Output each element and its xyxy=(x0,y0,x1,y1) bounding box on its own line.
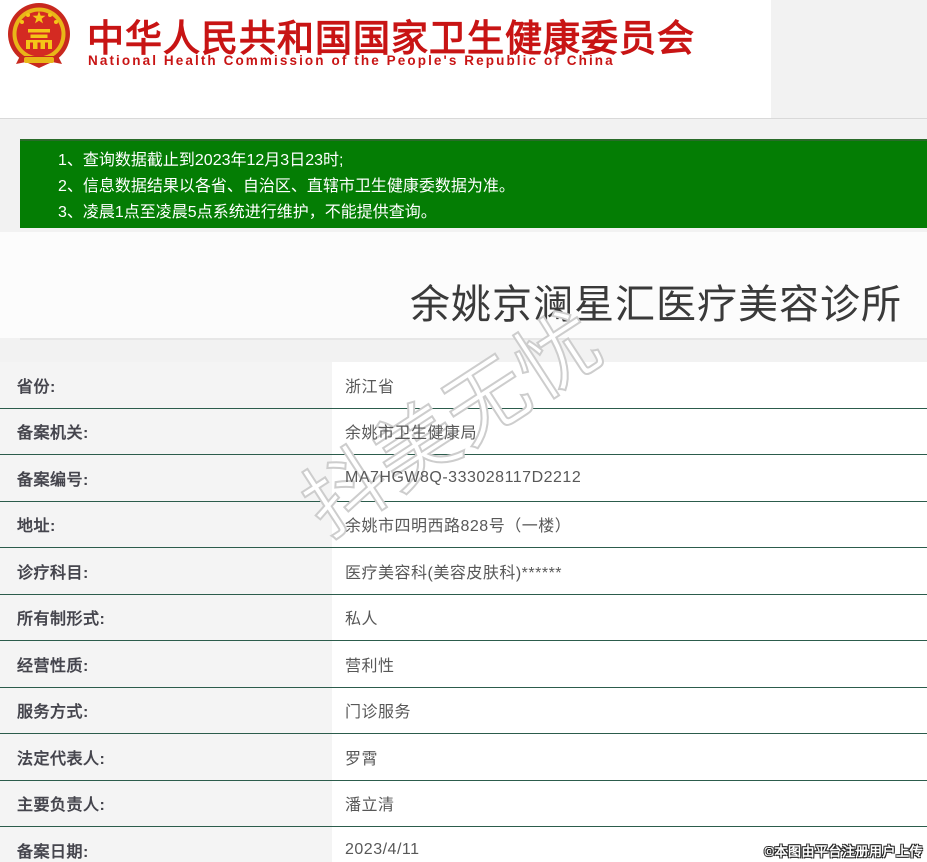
field-value: 营利性 xyxy=(332,641,927,687)
header: 中华人民共和国国家卫生健康委员会 National Health Commiss… xyxy=(0,0,771,118)
table-row: 法定代表人: 罗霄 xyxy=(0,734,927,781)
table-row: 所有制形式: 私人 xyxy=(0,594,927,641)
field-value: 余姚市卫生健康局 xyxy=(332,408,927,454)
notice-line: 3、凌晨1点至凌晨5点系统进行维护，不能提供查询。 xyxy=(58,204,437,221)
notice-line: 2、信息数据结果以各省、自治区、直辖市卫生健康委数据为准。 xyxy=(58,178,515,195)
footer-watermark: ©本图由平台注册用户上传 xyxy=(764,844,923,859)
records-table: 省份: 浙江省 备案机关: 余姚市卫生健康局 备案编号: MA7HGW8Q-33… xyxy=(0,362,927,862)
field-label: 地址: xyxy=(0,501,332,547)
field-label: 诊疗科目: xyxy=(0,548,332,594)
field-value: 潘立清 xyxy=(332,780,927,826)
title-section: 余姚京澜星汇医疗美容诊所 xyxy=(0,232,927,338)
field-value: 2023/4/11 xyxy=(332,827,927,862)
table-row: 地址: 余姚市四明西路828号（一楼） xyxy=(0,501,927,548)
field-label: 经营性质: xyxy=(0,641,332,687)
field-value: 医疗美容科(美容皮肤科)****** xyxy=(332,548,927,594)
table-row: 备案日期: 2023/4/11 xyxy=(0,827,927,862)
field-label: 法定代表人: xyxy=(0,734,332,780)
notice-box: 1、查询数据截止到2023年12月3日23时; 2、信息数据结果以各省、自治区、… xyxy=(20,139,927,228)
field-label: 省份: xyxy=(0,362,332,408)
field-label: 服务方式: xyxy=(0,687,332,733)
field-label: 所有制形式: xyxy=(0,594,332,640)
header-title-en: National Health Commission of the People… xyxy=(88,53,615,68)
table-row: 经营性质: 营利性 xyxy=(0,641,927,688)
header-title-cn: 中华人民共和国国家卫生健康委员会 xyxy=(87,18,695,59)
china-national-emblem-icon xyxy=(6,0,72,77)
field-value: MA7HGW8Q-333028117D2212 xyxy=(332,455,927,501)
title-underline xyxy=(20,338,927,340)
field-value: 余姚市四明西路828号（一楼） xyxy=(332,501,927,547)
field-value: 私人 xyxy=(332,594,927,640)
field-label: 备案编号: xyxy=(0,455,332,501)
field-label: 备案日期: xyxy=(0,827,332,862)
field-value: 门诊服务 xyxy=(332,687,927,733)
field-label: 备案机关: xyxy=(0,408,332,454)
field-label: 主要负责人: xyxy=(0,780,332,826)
table-row: 省份: 浙江省 xyxy=(0,362,927,409)
table-row: 诊疗科目: 医疗美容科(美容皮肤科)****** xyxy=(0,548,927,595)
header-divider xyxy=(0,118,927,119)
table-row: 主要负责人: 潘立清 xyxy=(0,780,927,827)
notice-line: 1、查询数据截止到2023年12月3日23时; xyxy=(58,152,344,169)
table-row: 备案机关: 余姚市卫生健康局 xyxy=(0,408,927,455)
table-row: 服务方式: 门诊服务 xyxy=(0,687,927,734)
table-row: 备案编号: MA7HGW8Q-333028117D2212 xyxy=(0,455,927,502)
institution-name: 余姚京澜星汇医疗美容诊所 xyxy=(410,283,902,327)
field-value: 浙江省 xyxy=(332,362,927,408)
field-value: 罗霄 xyxy=(332,734,927,780)
